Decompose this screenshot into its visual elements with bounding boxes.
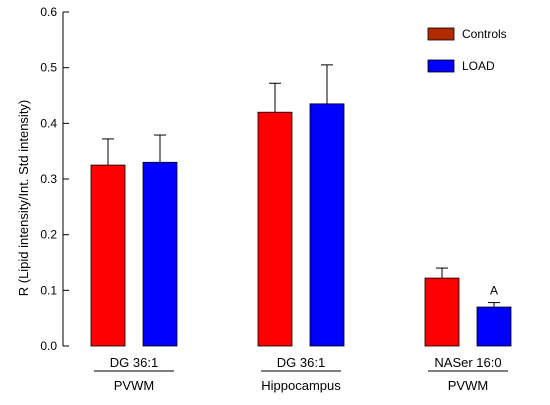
y-axis: 0.0 0.1 0.2 0.3 0.4 0.5 0.6	[40, 5, 69, 353]
y-tick-label: 0.4	[40, 116, 57, 130]
bar-annotation: A	[490, 284, 498, 298]
category-lipid-label: NASer 16:0	[434, 355, 501, 370]
bar-load	[142, 161, 178, 347]
y-axis-title: R (Lipid intensity/Int. Std intensity)	[16, 100, 31, 297]
category-lipid-label: DG 36:1	[110, 355, 158, 370]
y-tick-label: 0.1	[40, 283, 57, 297]
y-tick-label: 0.5	[40, 61, 57, 75]
bar-load	[309, 103, 345, 347]
category-lipid-label: DG 36:1	[277, 355, 325, 370]
y-tick-label: 0.0	[40, 339, 57, 353]
bar-load	[476, 306, 512, 347]
y-tick-label: 0.6	[40, 5, 57, 19]
error-bars-layer	[102, 64, 500, 308]
legend-label-load: LOAD	[462, 59, 495, 73]
legend: Controls LOAD	[427, 27, 507, 73]
category-region-label: PVWM	[114, 378, 154, 393]
bars-layer	[90, 103, 512, 347]
legend-label-controls: Controls	[462, 27, 507, 41]
legend-swatch-controls	[427, 27, 455, 41]
bar-controls	[257, 111, 293, 347]
bar-controls	[424, 277, 460, 347]
y-tick-label: 0.2	[40, 228, 57, 242]
category-region-label: Hippocampus	[261, 378, 341, 393]
y-tick-label: 0.3	[40, 172, 57, 186]
category-labels: DG 36:1 PVWM DG 36:1 Hippocampus NASer 16:0 P…	[94, 284, 508, 393]
legend-swatch-load	[427, 59, 455, 73]
category-region-label: PVWM	[448, 378, 488, 393]
bar-controls	[90, 164, 126, 347]
